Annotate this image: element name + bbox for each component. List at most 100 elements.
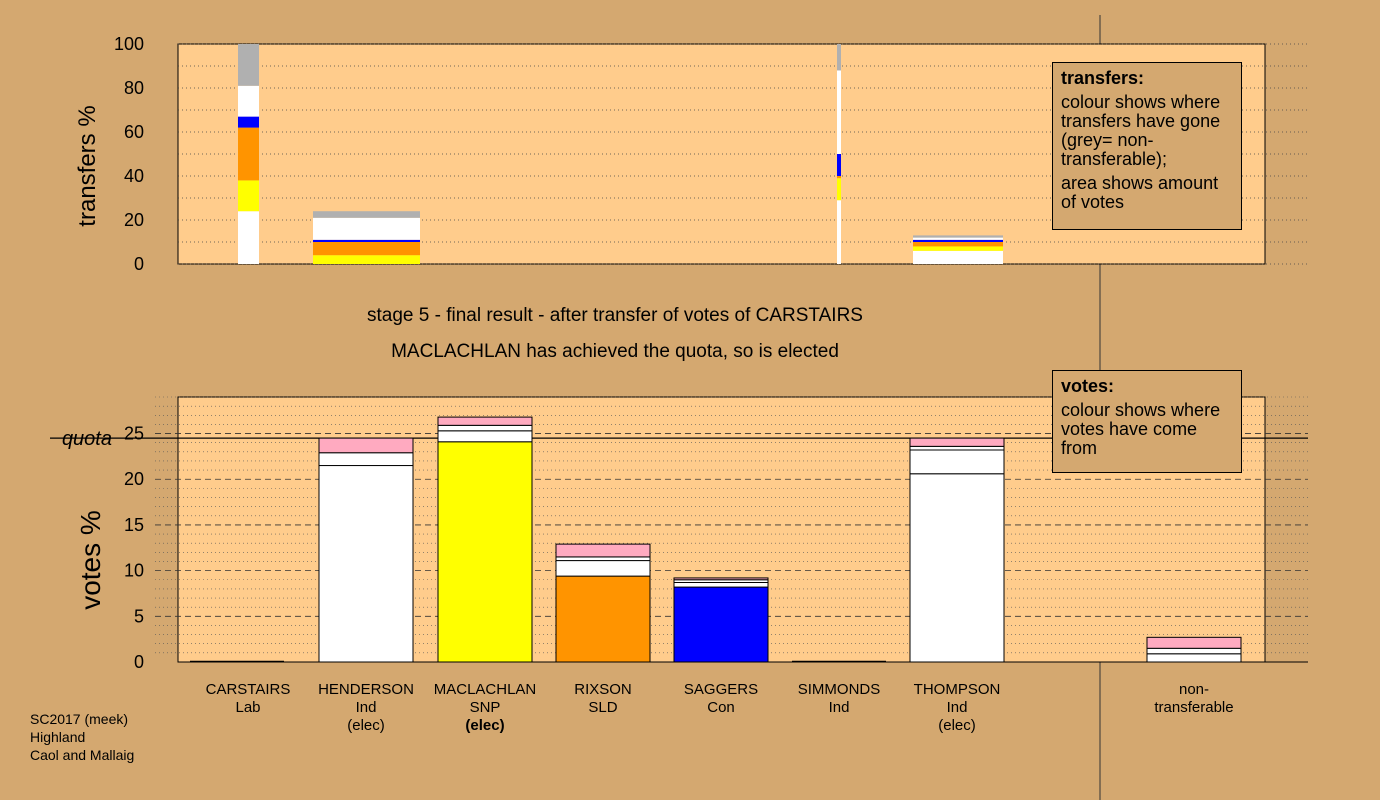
transfer-segment (238, 85, 259, 117)
transfers-legend-title: transfers: (1061, 68, 1145, 88)
candidate-status: (elec) (465, 717, 505, 734)
transfer-segment (913, 250, 1003, 264)
transfers-tick-label: 0 (134, 254, 144, 274)
transfer-segment (313, 217, 420, 240)
candidate-label: SAGGERS Con (651, 681, 791, 717)
transfer-segment (238, 127, 259, 181)
votes-tick-label: 10 (124, 561, 144, 581)
candidate-name: RIXSON (574, 681, 632, 698)
transfers-legend-line2: area shows amount of votes (1061, 173, 1219, 212)
candidate-label: CARSTAIRS Lab (178, 681, 318, 717)
candidate-party: Lab (235, 699, 261, 716)
votes-legend: votes: colour shows where votes have com… (1052, 370, 1242, 473)
candidate-label: MACLACHLAN SNP (elec) (415, 681, 555, 735)
transfer-segment (913, 235, 1003, 238)
stage-caption: stage 5 - final result - after transfer … (367, 305, 863, 326)
candidate-name: non- (1178, 681, 1210, 698)
quota-label: quota (62, 428, 112, 450)
candidate-party: Ind (828, 699, 850, 716)
vote-segment (673, 577, 769, 581)
vote-segment (673, 586, 769, 663)
transfer-segment (837, 44, 841, 71)
transfer-segment (313, 242, 420, 256)
candidate-name: SAGGERS (683, 681, 759, 698)
vote-segment (437, 441, 533, 663)
candidate-party: Con (707, 699, 735, 716)
transfer-segment (313, 211, 420, 218)
candidate-name: CARSTAIRS (205, 681, 291, 698)
vote-segment (673, 582, 769, 588)
ward-name: Caol and Mallaig (30, 747, 135, 763)
vote-segment (555, 575, 651, 663)
vote-segment (909, 449, 1005, 475)
vote-segment (1146, 647, 1242, 655)
transfer-segment (238, 116, 259, 128)
votes-tick-label: 15 (124, 515, 144, 535)
votes-tick-label: 20 (124, 469, 144, 489)
election-id: SC2017 (meek) (30, 711, 129, 727)
votes-legend-title: votes: (1061, 376, 1115, 396)
transfers-tick-label: 20 (124, 210, 144, 230)
candidate-party: Ind (355, 699, 377, 716)
council-name: Highland (30, 729, 86, 745)
transfer-segment (238, 44, 259, 86)
candidate-name: THOMPSON (913, 681, 1001, 698)
vote-segment (437, 424, 533, 432)
votes-legend-line1: colour shows where votes have come from (1061, 400, 1221, 458)
candidate-label: RIXSON SLD (533, 681, 673, 717)
election-info: SC2017 (meek) Highland Caol and Mallaig (30, 710, 134, 764)
candidate-label: THOMPSON Ind (elec) (887, 681, 1027, 735)
vote-segment (1146, 636, 1242, 649)
candidate-label: HENDERSON Ind (elec) (296, 681, 436, 735)
candidate-name: HENDERSON (318, 681, 414, 698)
vote-segment (555, 543, 651, 558)
transfer-segment (313, 255, 420, 264)
candidate-label: non- transferable (1124, 681, 1264, 717)
vote-segment (318, 452, 414, 467)
vote-segment (318, 437, 414, 454)
transfers-tick-label: 40 (124, 166, 144, 186)
candidate-status: (elec) (347, 717, 385, 734)
candidate-party: transferable (1154, 699, 1234, 716)
candidate-name: SIMMONDS (797, 681, 881, 698)
vote-segment (318, 465, 414, 663)
transfer-segment (837, 200, 841, 264)
transfers-tick-label: 100 (114, 34, 144, 54)
candidate-party: Ind (946, 699, 968, 716)
vote-segment (555, 556, 651, 562)
candidate-name: MACLACHLAN (433, 681, 537, 698)
vote-segment (1146, 653, 1242, 663)
votes-tick-label: 25 (124, 424, 144, 444)
transfers-axis-label: transfers % (74, 105, 101, 226)
candidate-party: SLD (588, 699, 618, 716)
vote-segment (555, 560, 651, 577)
transfer-segment (313, 239, 420, 242)
vote-segment (909, 473, 1005, 663)
transfer-segment (837, 154, 841, 176)
vote-segment (909, 445, 1005, 451)
transfer-segment (913, 242, 1003, 247)
transfers-legend-line1: colour shows where transfers have gone (… (1061, 92, 1221, 169)
transfers-tick-label: 80 (124, 78, 144, 98)
votes-axis-label: votes % (75, 510, 106, 610)
transfer-segment (837, 176, 841, 179)
candidate-label: SIMMONDS Ind (769, 681, 909, 717)
transfer-segment (837, 70, 841, 154)
transfer-segment (913, 237, 1003, 240)
vote-segment (437, 430, 533, 443)
transfers-tick-label: 60 (124, 122, 144, 142)
candidate-party: SNP (469, 699, 501, 716)
transfer-segment (238, 180, 259, 212)
votes-tick-label: 5 (134, 606, 144, 626)
vote-segment (909, 437, 1005, 447)
transfer-segment (913, 239, 1003, 242)
transfer-segment (913, 246, 1003, 251)
candidate-status: (elec) (938, 717, 976, 734)
transfers-legend: transfers: colour shows where transfers … (1052, 62, 1242, 230)
transfer-segment (837, 178, 841, 201)
transfer-segment (238, 211, 259, 264)
vote-segment (437, 416, 533, 426)
result-caption: MACLACHLAN has achieved the quota, so is… (391, 341, 839, 362)
votes-tick-label: 0 (134, 652, 144, 672)
